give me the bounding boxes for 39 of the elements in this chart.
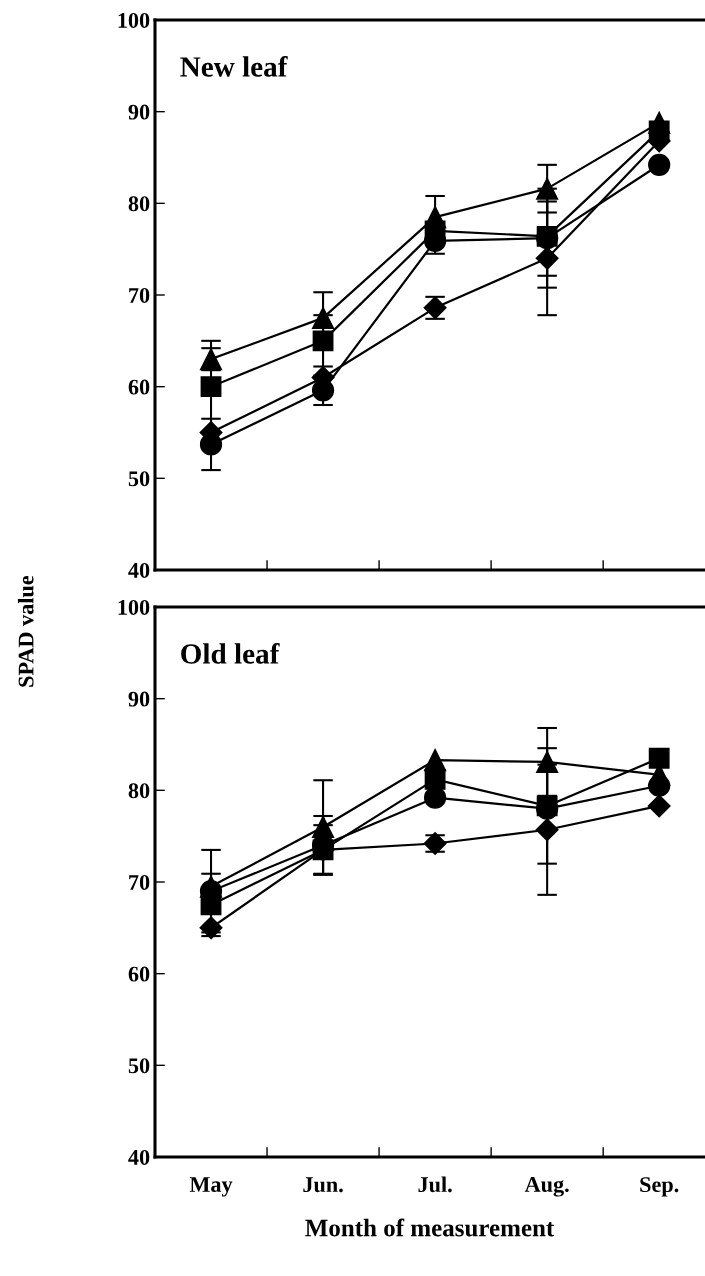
y-tick-label: 100	[118, 12, 150, 28]
point	[536, 750, 559, 774]
point	[424, 768, 446, 790]
point	[423, 786, 447, 809]
point	[199, 433, 223, 456]
x-tick-label: Jun.	[303, 1177, 343, 1193]
y-tick-label: 40	[128, 562, 150, 578]
x-tick-label: Aug.	[524, 1177, 569, 1197]
y-tick-label: 80	[128, 196, 150, 212]
y-axis-title: SPAD value	[17, 575, 34, 687]
y-tick-label: 60	[128, 379, 150, 395]
y-tick-label: 50	[128, 1058, 150, 1074]
y-tick-label: 90	[128, 104, 150, 120]
y-tick-label: 80	[128, 783, 150, 799]
point	[311, 306, 335, 330]
point	[200, 376, 222, 398]
point	[535, 246, 559, 270]
point	[648, 747, 670, 769]
y-tick-label: 100	[118, 599, 150, 615]
point	[535, 818, 559, 842]
x-axis-title: Month of measurement	[305, 1218, 555, 1237]
y-tick-label: 70	[129, 874, 150, 890]
point	[199, 916, 223, 940]
y-tick-label: 40	[128, 1149, 150, 1165]
point	[648, 153, 671, 176]
x-tick-label: May	[189, 1177, 233, 1197]
x-tick-label: Jul.	[418, 1176, 452, 1193]
point	[536, 177, 559, 200]
point	[647, 794, 671, 818]
text: New leaf	[180, 55, 288, 77]
x-tick-label: Sep.	[640, 1177, 679, 1197]
point	[312, 330, 334, 352]
y-tick-label: 60	[128, 966, 150, 982]
y-tick-label: 90	[128, 691, 150, 707]
point	[311, 379, 335, 402]
y-tick-label: 70	[129, 287, 150, 303]
text: Old leaf	[181, 642, 280, 664]
point	[648, 774, 671, 797]
y-tick-label: 50	[128, 471, 150, 487]
